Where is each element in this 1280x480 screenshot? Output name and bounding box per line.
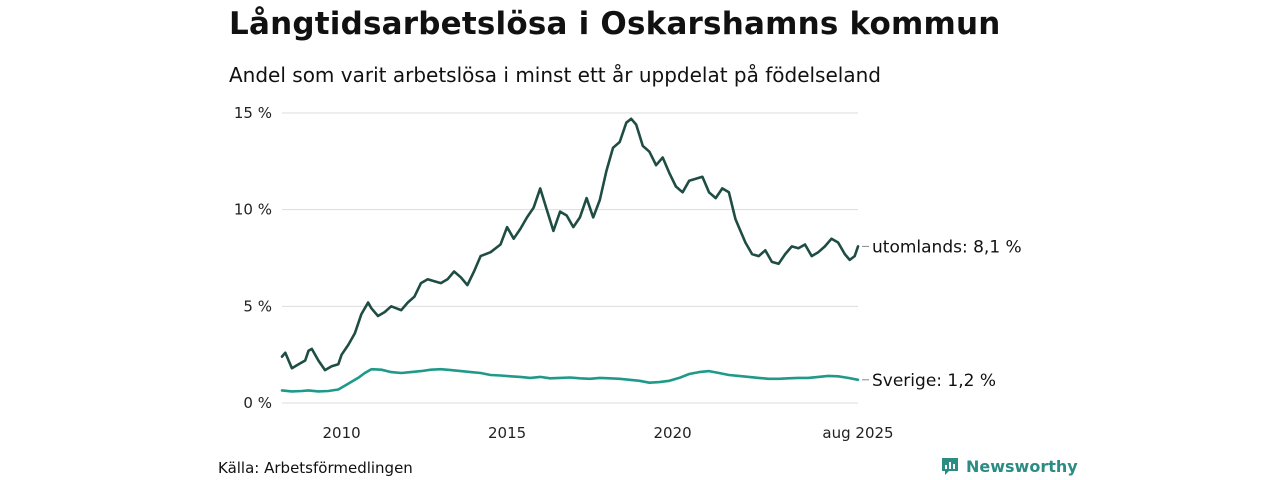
x-tick-label: 2015 — [488, 424, 526, 442]
y-tick-label: 15 % — [234, 104, 272, 122]
x-tick-label: aug 2025 — [822, 424, 893, 442]
gridlines — [282, 112, 858, 404]
chart-title: Långtidsarbetslösa i Oskarshamns kommun — [229, 6, 1001, 42]
newsworthy-logo-icon — [942, 458, 958, 475]
y-tick-label: 0 % — [243, 394, 272, 412]
y-axis-ticks: 0 % 5 % 10 % 15 % — [234, 104, 272, 412]
series-line-utomlands — [280, 117, 860, 372]
y-tick-label: 5 % — [243, 297, 272, 315]
x-tick-label: 2020 — [654, 424, 692, 442]
x-tick-label: 2010 — [322, 424, 360, 442]
x-axis-ticks: 2010 2015 2020 aug 2025 — [322, 424, 893, 442]
brand-logo-group: Newsworthy — [940, 455, 1078, 477]
series-lines — [280, 117, 860, 393]
series-line-sverige — [280, 367, 860, 393]
y-tick-label: 10 % — [234, 201, 272, 219]
end-label-utomlands: utomlands: 8,1 % — [872, 237, 1022, 257]
source-note: Källa: Arbetsförmedlingen — [218, 459, 413, 477]
brand-name: Newsworthy — [966, 456, 1078, 476]
end-label-sverige: Sverige: 1,2 % — [872, 371, 996, 391]
series-end-labels: utomlands: 8,1 % Sverige: 1,2 % — [862, 237, 1022, 391]
chart-subtitle: Andel som varit arbetslösa i minst ett å… — [229, 63, 881, 87]
